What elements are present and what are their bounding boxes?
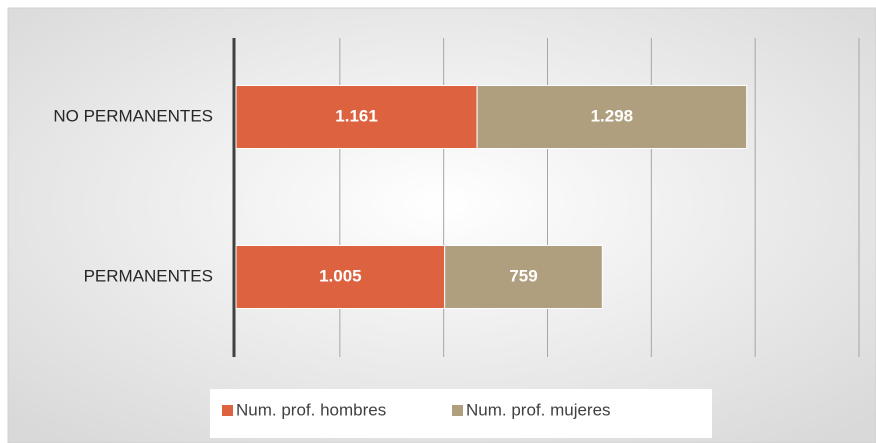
bar-segment [235, 245, 446, 309]
legend-swatch [452, 405, 463, 416]
legend-label: Num. prof. mujeres [466, 400, 611, 419]
bar-segment [235, 85, 478, 149]
data-label: 1.298 [591, 106, 634, 125]
data-label: 759 [509, 266, 537, 285]
y-tick-label: NO PERMANENTES [53, 106, 213, 125]
bar-segment [444, 245, 603, 309]
data-label: 1.161 [335, 106, 378, 125]
y-tick-label: PERMANENTES [84, 266, 213, 285]
legend-swatch [222, 405, 233, 416]
legend-label: Num. prof. hombres [236, 400, 386, 419]
data-label: 1.005 [319, 266, 362, 285]
bar-segment [476, 85, 748, 149]
chart-area [7, 7, 876, 443]
